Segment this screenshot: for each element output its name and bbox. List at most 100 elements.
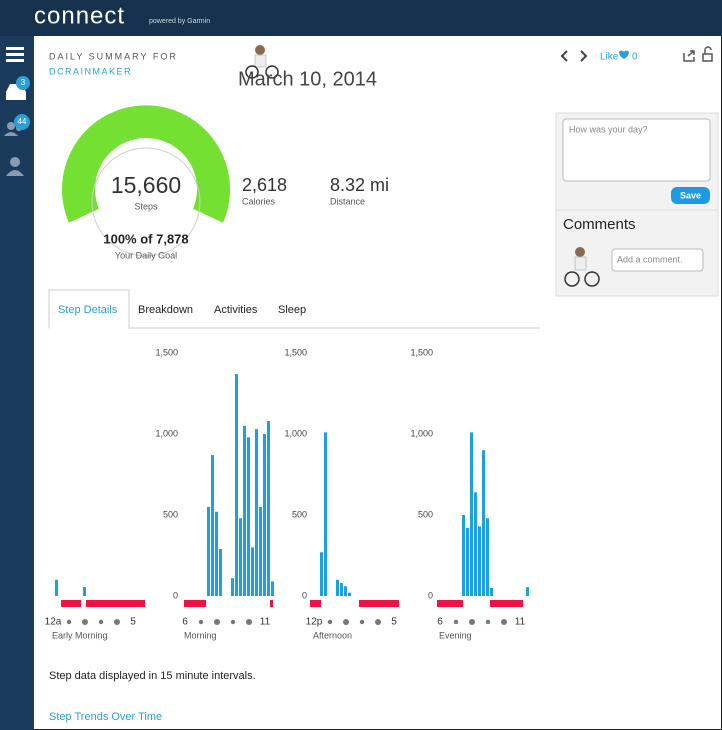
y-tick-label: 1,500 — [284, 347, 307, 357]
inactivity-bars — [61, 600, 523, 607]
date: March 10, 2014 — [238, 68, 377, 90]
tab[interactable]: Sleep — [278, 304, 306, 316]
like-button[interactable]: Like — [600, 52, 619, 63]
hour-dot — [453, 619, 459, 625]
badge-count: 44 — [18, 117, 27, 126]
y-tick-label: 0 — [428, 590, 433, 600]
gauge-rim — [91, 147, 201, 257]
bar — [83, 587, 86, 596]
like-heart[interactable] — [619, 50, 629, 59]
y-tick-label: 0 — [302, 590, 307, 600]
hour-dot — [246, 619, 252, 625]
steps-label: Steps — [134, 201, 158, 211]
y-tick-label: 500 — [418, 509, 433, 519]
bar — [55, 579, 58, 596]
save-button[interactable] — [671, 187, 710, 204]
hour-dot — [327, 619, 333, 625]
x-tick-label: 5 — [130, 617, 136, 628]
lock-icon[interactable] — [702, 53, 713, 62]
trends-link[interactable]: Step Trends Over Time — [49, 711, 162, 723]
hour-dot — [501, 619, 507, 625]
hour-dot — [98, 619, 104, 625]
x-tick-label: 5 — [391, 617, 397, 628]
bar — [320, 552, 323, 596]
bar — [263, 434, 266, 596]
comment-input[interactable] — [611, 248, 704, 272]
badge — [16, 76, 30, 90]
bar — [336, 579, 339, 596]
stat-value: 8.32 mi — [330, 175, 389, 195]
y-tick-label: 1,000 — [284, 428, 307, 438]
chart-label: Afternoon — [313, 630, 352, 640]
bar — [478, 526, 481, 596]
hour-dot — [214, 619, 220, 625]
y-tick-label: 1,500 — [155, 347, 178, 357]
active-tab[interactable] — [48, 289, 130, 328]
hour-dot — [114, 619, 120, 625]
user-link[interactable]: DCRAINMAKER — [49, 66, 132, 76]
tab[interactable]: Activities — [214, 304, 258, 316]
hour-dot — [66, 619, 72, 625]
x-tick-label: 11 — [515, 617, 526, 628]
hour-dot — [469, 619, 475, 625]
share-icon[interactable] — [683, 50, 695, 62]
step-gauge — [62, 105, 231, 223]
avatar — [245, 45, 279, 79]
tab[interactable]: Step Details — [58, 304, 118, 316]
tagline: powered by Garmin — [149, 18, 210, 25]
bar — [271, 581, 274, 596]
bar — [235, 374, 238, 596]
hour-dot — [343, 619, 349, 625]
stat-value: 2,618 — [242, 175, 287, 195]
textarea-placeholder: How was your day? — [569, 124, 648, 134]
y-tick-label: 1,500 — [410, 347, 433, 357]
bar — [267, 421, 270, 596]
bar — [215, 511, 218, 596]
hour-dot — [375, 619, 381, 625]
bar — [486, 518, 489, 596]
goal-label: Your Daily Goal — [115, 250, 177, 260]
bar — [207, 506, 210, 596]
hour-dot — [485, 619, 491, 625]
y-tick-label: 1,000 — [155, 428, 178, 438]
bar — [243, 425, 246, 596]
top-bar — [0, 0, 722, 36]
save-label: Save — [680, 190, 701, 200]
chart-label: Evening — [439, 630, 472, 640]
bar — [247, 437, 250, 596]
x-tick-label: 6 — [182, 617, 188, 628]
bar — [462, 515, 465, 596]
prev-arrow[interactable] — [560, 50, 568, 62]
chart-label: Morning — [184, 630, 217, 640]
hour-dot — [230, 619, 236, 625]
bar — [324, 432, 327, 596]
bar — [526, 587, 529, 596]
next-arrow[interactable] — [580, 50, 588, 62]
y-tick-label: 500 — [163, 509, 178, 519]
interval-note: Step data displayed in 15 minute interva… — [49, 670, 256, 682]
lock-shackle — [704, 46, 712, 54]
tab[interactable]: Breakdown — [138, 304, 193, 316]
y-tick-label: 0 — [173, 590, 178, 600]
y-tick-label: 500 — [292, 509, 307, 519]
bar — [255, 429, 258, 596]
badge — [14, 114, 30, 130]
bar — [340, 583, 343, 596]
bar — [348, 592, 351, 596]
day-textarea[interactable] — [562, 118, 711, 182]
bar — [211, 455, 214, 596]
x-tick-label: 12p — [306, 617, 323, 628]
x-tick-label: 6 — [437, 617, 443, 628]
stat-label: Calories — [242, 196, 276, 206]
profile-icon[interactable] — [6, 157, 24, 176]
comment-avatar — [564, 247, 600, 287]
bar — [490, 587, 493, 596]
x-tick-label: 11 — [260, 617, 271, 628]
y-tick-label: 1,000 — [410, 428, 433, 438]
chart-label: Early Morning — [52, 630, 108, 640]
bar — [344, 586, 347, 596]
logo[interactable]: connect — [34, 2, 125, 29]
menu-icon[interactable] — [6, 47, 24, 62]
bar — [251, 547, 254, 596]
steps-value: 15,660 — [111, 172, 181, 198]
